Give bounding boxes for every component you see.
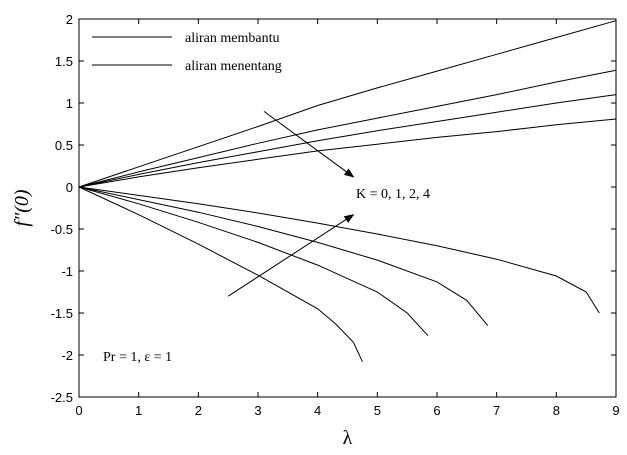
series-line-membantu-3 xyxy=(78,118,617,188)
x-axis-label: λ xyxy=(343,427,353,449)
series-line-membantu-0 xyxy=(78,20,617,188)
series-line-menentang-3 xyxy=(78,186,600,314)
x-tick-label: 3 xyxy=(254,403,261,418)
y-tick-label: 2 xyxy=(66,12,73,27)
y-tick-label: -1.5 xyxy=(51,306,73,321)
y-tick-label: 0 xyxy=(66,180,73,195)
y-axis-label: f″(0) xyxy=(11,189,33,227)
y-tick-label: -0.5 xyxy=(51,222,73,237)
x-tick-label: 2 xyxy=(195,403,202,418)
x-tick-label: 1 xyxy=(135,403,142,418)
series-line-menentang-1 xyxy=(78,186,429,337)
x-tick-label: 8 xyxy=(553,403,560,418)
series-line-menentang-2 xyxy=(78,186,489,326)
series-line-menentang-0 xyxy=(78,186,363,362)
x-tick-label: 6 xyxy=(433,403,440,418)
legend: aliran membantu aliran menentang xyxy=(92,31,282,74)
series-line-membantu-1 xyxy=(78,69,617,188)
x-tick-label: 7 xyxy=(493,403,500,418)
y-tick-label: -2.5 xyxy=(51,390,73,405)
annotation-arrow-0 xyxy=(263,110,355,178)
y-tick-label: 1.5 xyxy=(55,54,73,69)
x-tick-label: 9 xyxy=(612,403,619,418)
annotation-arrow-1 xyxy=(227,214,355,297)
x-tick-label: 0 xyxy=(75,403,82,418)
y-tick-label: -1 xyxy=(61,264,73,279)
x-tick-label: 4 xyxy=(314,403,321,418)
plot-frame xyxy=(78,18,617,398)
x-tick-label: 5 xyxy=(374,403,381,418)
y-tick-label: 0.5 xyxy=(55,138,73,153)
k-values-annotation: K = 0, 1, 2, 4 xyxy=(356,187,430,202)
ticks-layer: 0 1 2 3 4 5 6 7 8 9 -2.5 -2 -1.5 -1 -0.5 0 0.5 1 1.5 2 xyxy=(51,12,620,418)
annotation-layer: K = 0, 1, 2, 4 Pr = 1, ε = 1 xyxy=(103,110,430,365)
legend-label-aliran-membantu: aliran membantu xyxy=(185,31,279,46)
series-line-membantu-2 xyxy=(78,94,617,188)
series-layer xyxy=(78,20,617,362)
params-annotation: Pr = 1, ε = 1 xyxy=(103,350,172,365)
y-tick-label: 1 xyxy=(66,96,73,111)
y-tick-label: -2 xyxy=(61,348,73,363)
legend-label-aliran-menentang: aliran menentang xyxy=(185,59,282,74)
